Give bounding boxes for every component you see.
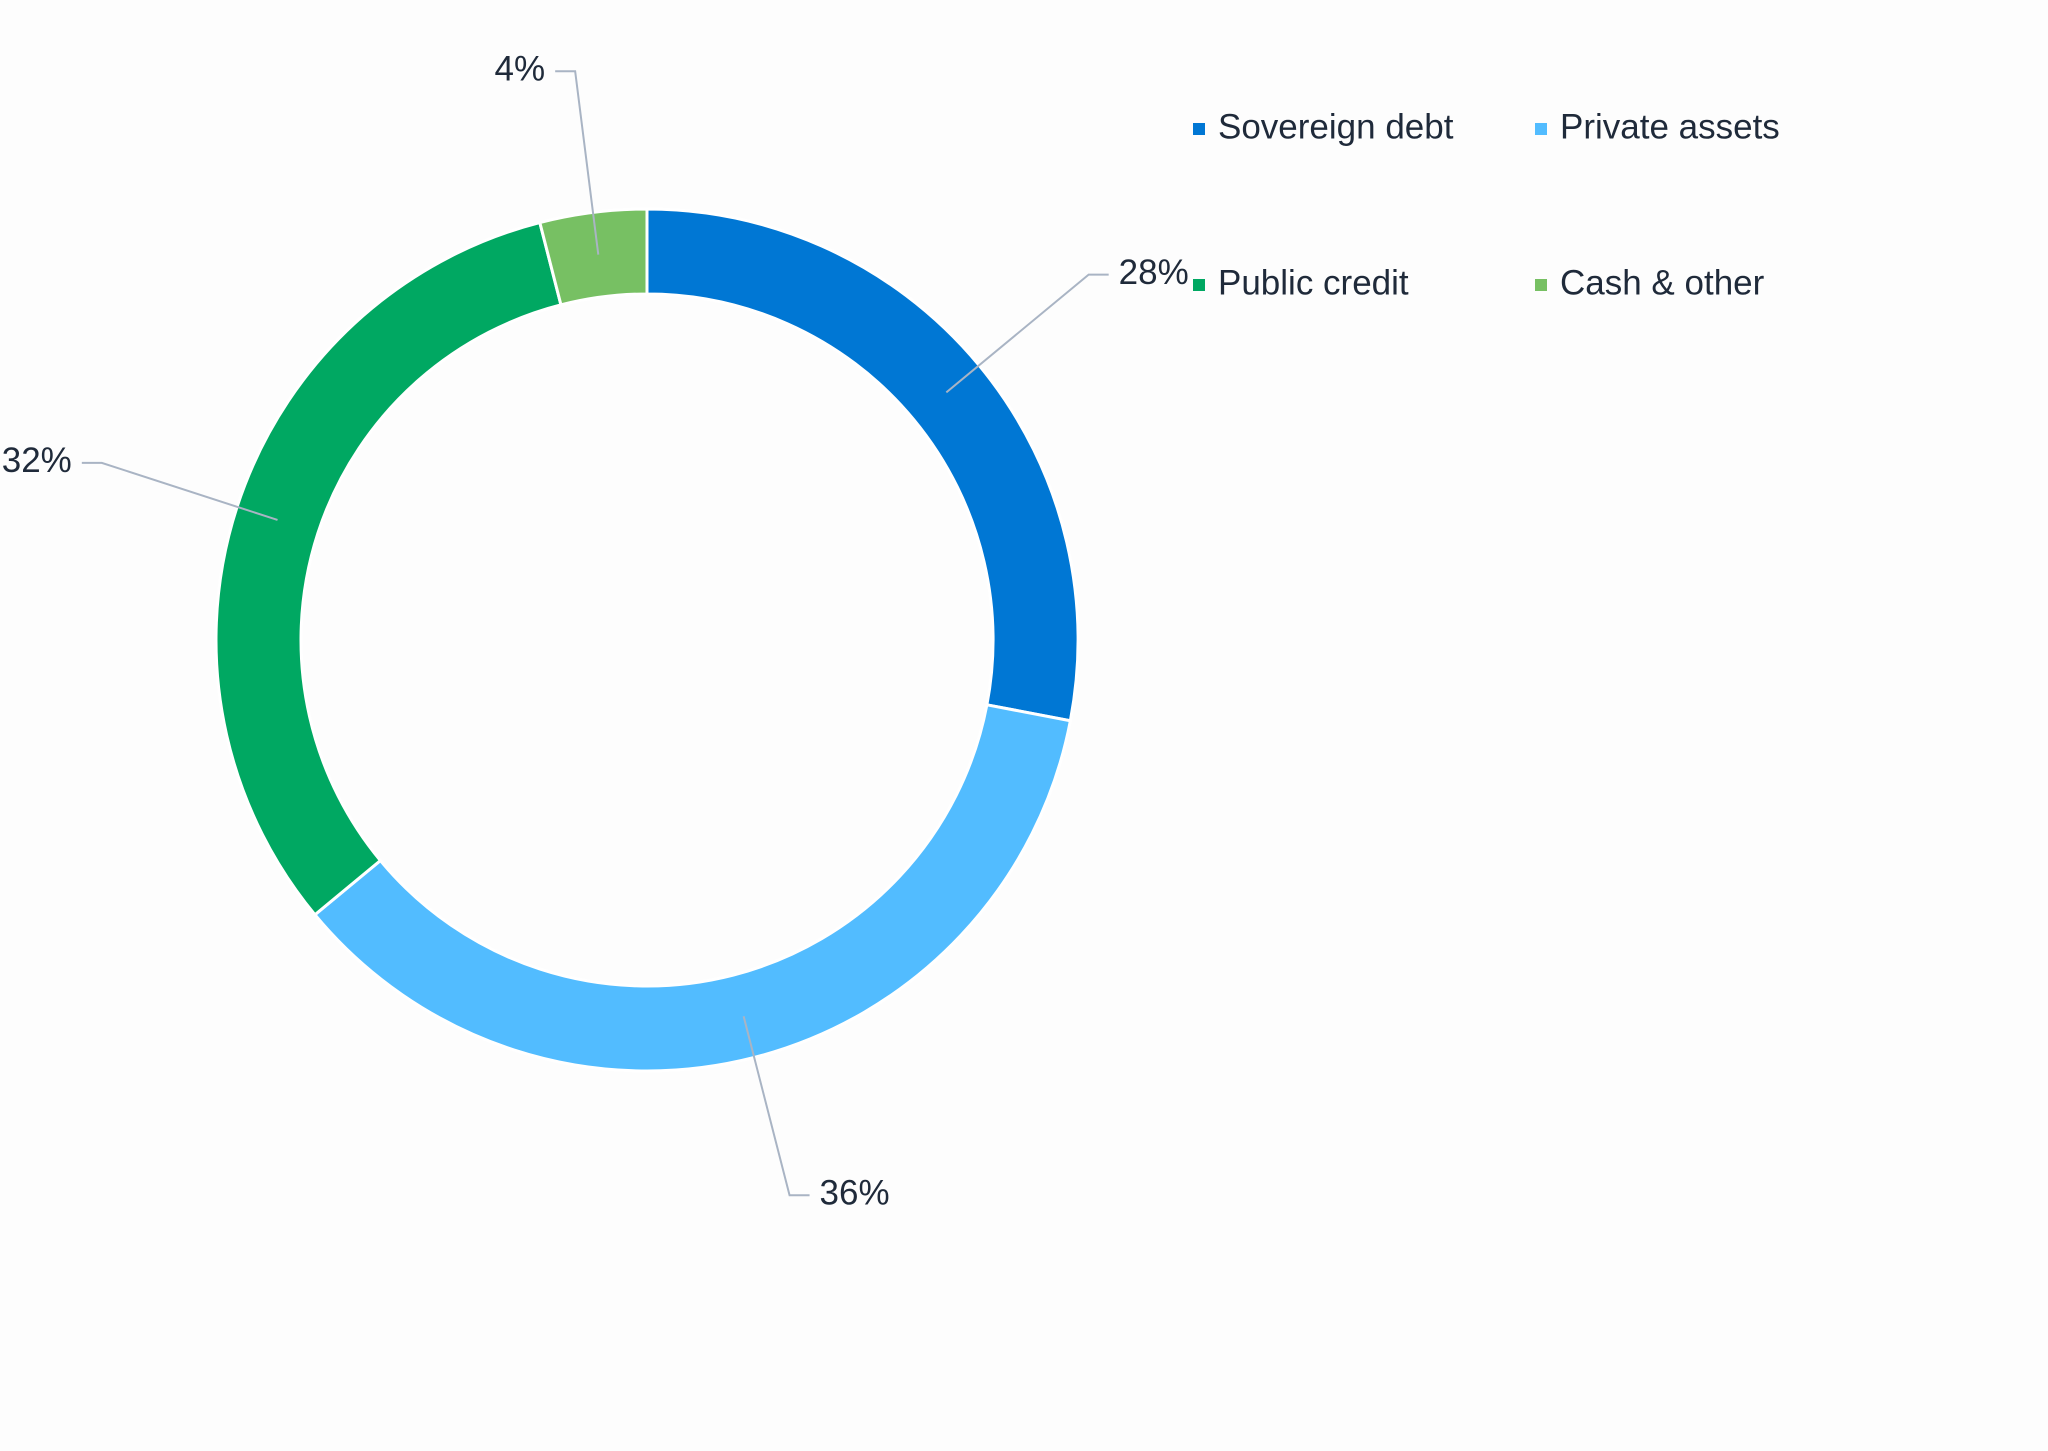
leader-line [555, 70, 600, 255]
leader-line [945, 273, 1109, 394]
donut-slice [645, 207, 1080, 723]
legend-marker [1193, 279, 1205, 291]
data-label: 4% [495, 50, 546, 89]
data-label: 36% [820, 1173, 890, 1212]
legend-label: Public credit [1218, 263, 1409, 302]
data-label: 32% [2, 441, 72, 480]
donut-slice [537, 207, 649, 307]
leader-line [81, 461, 278, 521]
leader-line [742, 1016, 810, 1197]
legend-marker [1535, 279, 1547, 291]
donut-slice [214, 220, 563, 917]
legend-label: Cash & other [1560, 263, 1765, 302]
donut-slice [312, 703, 1073, 1073]
data-label: 28% [1119, 253, 1189, 292]
legend-marker [1535, 123, 1547, 135]
legend-label: Private assets [1560, 107, 1780, 146]
legend-label: Sovereign debt [1218, 107, 1454, 146]
legend-marker [1193, 123, 1205, 135]
